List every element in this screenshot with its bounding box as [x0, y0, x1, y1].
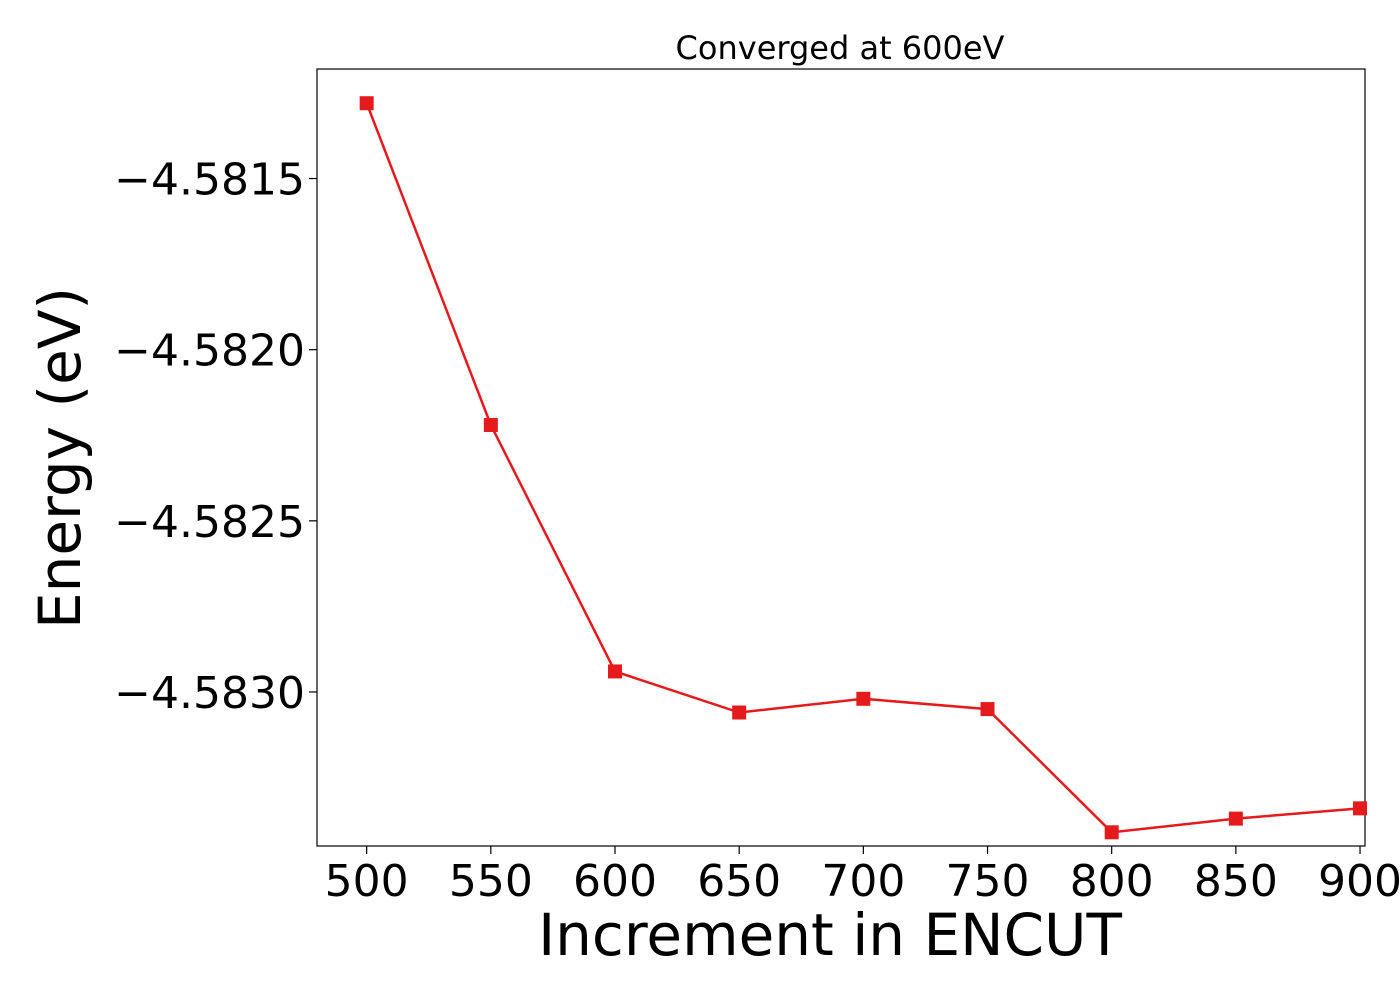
y-tick-label: −4.5820 [114, 326, 305, 377]
x-axis-label: Increment in ENCUT [538, 901, 1122, 969]
data-point-marker [608, 664, 623, 679]
x-tick-label: 500 [325, 856, 409, 907]
y-tick-label: −4.5830 [114, 668, 305, 719]
data-point-marker [1353, 801, 1368, 816]
x-tick-label: 650 [697, 856, 781, 907]
x-tick-label: 750 [946, 856, 1030, 907]
x-tick-label: 800 [1070, 856, 1154, 907]
x-tick-label: 600 [573, 856, 657, 907]
x-tick-label: 850 [1194, 856, 1278, 907]
chart-title: Converged at 600eV [676, 29, 1005, 67]
x-axis: 500 550 600 650 700 750 800 850 900 [325, 846, 1400, 907]
y-tick-label: −4.5815 [114, 155, 305, 206]
y-axis-label: Energy (eV) [26, 287, 94, 629]
y-tick-label: −4.5825 [114, 497, 305, 548]
data-point-marker [732, 705, 747, 720]
data-point-marker [856, 691, 871, 706]
data-point-marker [483, 417, 498, 432]
data-point-marker [359, 96, 374, 111]
data-point-marker [1104, 825, 1119, 840]
data-point-marker [1228, 811, 1243, 826]
x-tick-label: 700 [821, 856, 905, 907]
series-markers [359, 96, 1368, 840]
plot-area [316, 68, 1366, 847]
y-axis: −4.5815 −4.5820 −4.5825 −4.5830 [114, 155, 317, 719]
data-point-marker [980, 702, 995, 717]
x-tick-label: 550 [449, 856, 533, 907]
x-tick-label: 900 [1318, 856, 1400, 907]
